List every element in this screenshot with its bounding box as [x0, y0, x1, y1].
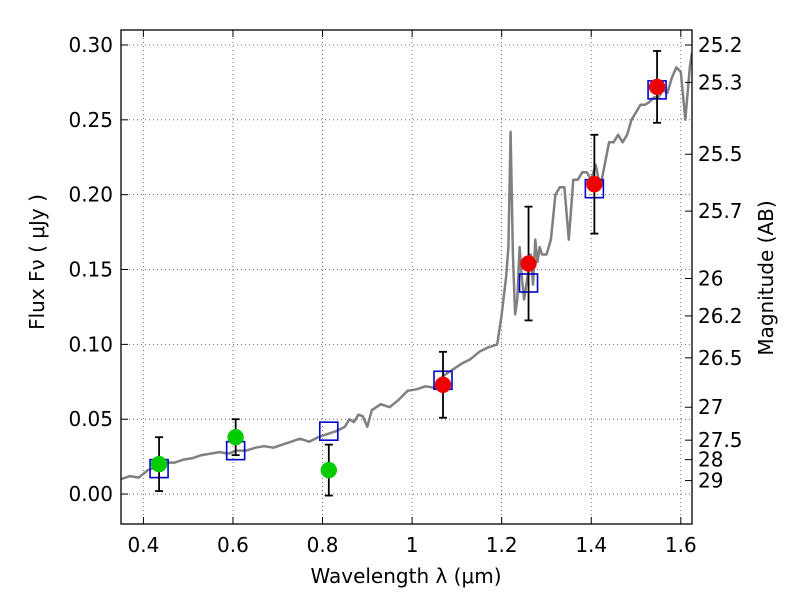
flux-data-point	[321, 462, 337, 478]
y-tick-label: 0.10	[68, 332, 113, 356]
x-tick-label: 0.6	[217, 533, 249, 557]
flux-data-point	[521, 256, 537, 272]
x-tick-label: 0.4	[127, 533, 159, 557]
y-tick-label: 0.25	[68, 108, 113, 132]
magnitude-tick-label: 25.2	[698, 33, 743, 57]
magnitude-axis-label: Magnitude (AB)	[754, 200, 778, 355]
y-axis-label: Flux Fν ( μJy )	[25, 194, 49, 330]
x-axis-label: Wavelength λ (μm)	[310, 564, 501, 588]
x-tick-label: 1.4	[575, 533, 607, 557]
x-tick-label: 0.8	[307, 533, 339, 557]
magnitude-tick-label: 29	[698, 469, 723, 493]
x-tick-label: 1	[406, 533, 419, 557]
flux-data-point	[228, 429, 244, 445]
magnitude-tick-label: 25.5	[698, 142, 743, 166]
magnitude-tick-label: 25.7	[698, 199, 743, 223]
magnitude-tick-label: 27	[698, 395, 723, 419]
y-tick-label: 0.30	[68, 33, 113, 57]
chart-background	[0, 0, 800, 600]
x-tick-label: 1.2	[486, 533, 518, 557]
magnitude-tick-label: 26	[698, 266, 723, 290]
y-tick-label: 0.00	[68, 482, 113, 506]
flux-data-point	[649, 79, 665, 95]
y-tick-label: 0.05	[68, 407, 113, 431]
flux-data-point	[151, 456, 167, 472]
x-tick-label: 1.6	[665, 533, 697, 557]
sed-chart: 0.4 0.6 0.8 1 1.2 1.4 1.6 0.00 0.05 0.10 0.15 0.20 0…	[0, 0, 800, 600]
y-tick-label: 0.20	[68, 183, 113, 207]
magnitude-tick-label: 25.3	[698, 70, 743, 94]
flux-data-point	[435, 377, 451, 393]
magnitude-tick-label: 26.2	[698, 304, 743, 328]
magnitude-tick-label: 26.5	[698, 346, 743, 370]
y-tick-label: 0.15	[68, 258, 113, 282]
flux-data-point	[586, 176, 602, 192]
